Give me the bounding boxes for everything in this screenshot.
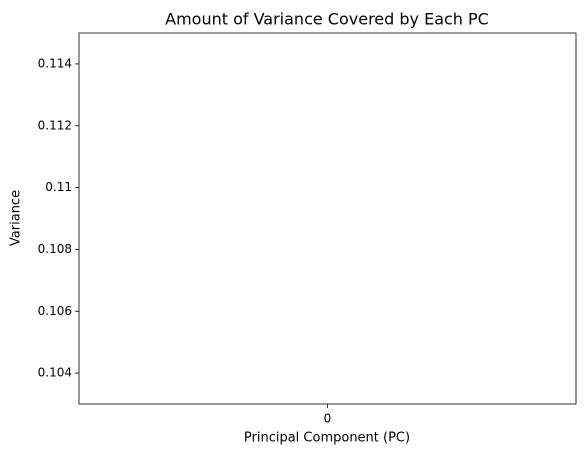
y-tick-label: 0.112 bbox=[38, 118, 72, 132]
x-tick-label: 0 bbox=[324, 412, 332, 426]
chart-title: Amount of Variance Covered by Each PC bbox=[165, 10, 489, 29]
y-tick-label: 0.114 bbox=[38, 56, 72, 70]
y-tick-label: 0.104 bbox=[38, 366, 72, 380]
y-axis-label: Variance bbox=[9, 190, 24, 246]
y-tick-label: 0.11 bbox=[45, 180, 72, 194]
x-axis-label: Principal Component (PC) bbox=[244, 431, 410, 446]
y-tick-label: 0.108 bbox=[38, 242, 72, 256]
y-tick-label: 0.106 bbox=[38, 304, 72, 318]
plot-frame bbox=[78, 32, 577, 405]
